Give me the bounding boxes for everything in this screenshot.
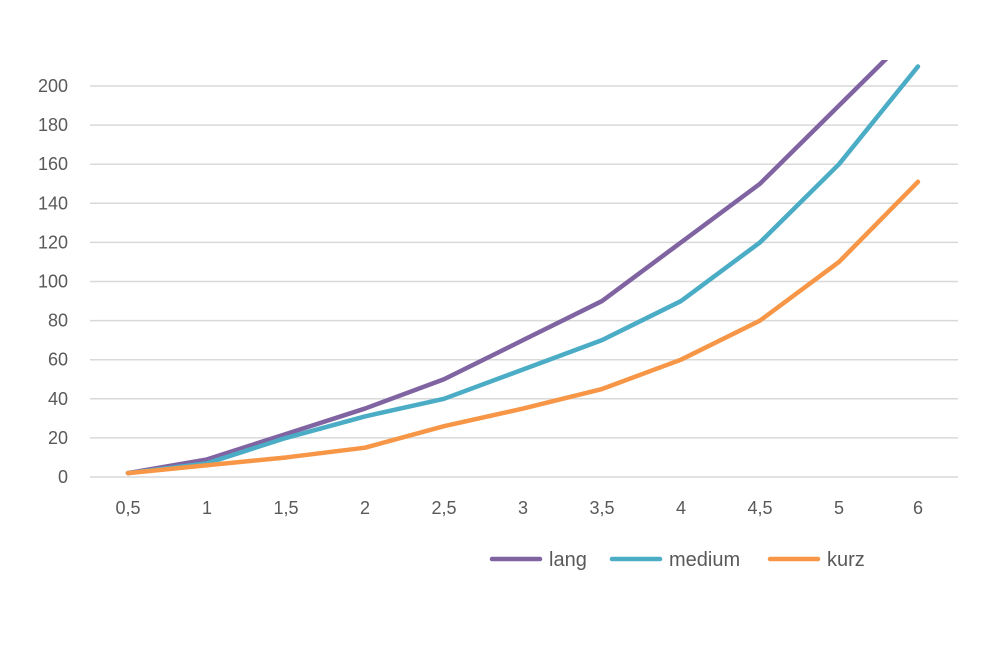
y-tick-label: 200 xyxy=(38,76,68,96)
legend-label-lang: lang xyxy=(549,549,587,571)
x-tick-label: 0,5 xyxy=(115,498,140,518)
legend-item-lang: lang xyxy=(489,549,587,571)
legend: lang medium kurz xyxy=(489,549,865,571)
legend-item-kurz: kurz xyxy=(767,549,865,571)
series-lines xyxy=(125,60,921,476)
legend-item-medium: medium xyxy=(609,549,740,571)
gridlines xyxy=(90,85,958,478)
x-axis: 0,5 1 1,5 2 2,5 3 3,5 4 4,5 5 6 xyxy=(115,498,923,518)
x-tick-label: 4 xyxy=(676,498,686,518)
series-line-medium xyxy=(125,64,921,476)
y-tick-label: 140 xyxy=(38,193,68,213)
x-tick-label: 1 xyxy=(202,498,212,518)
y-tick-label: 60 xyxy=(48,350,68,370)
x-tick-label: 3 xyxy=(518,498,528,518)
x-tick-label: 2,5 xyxy=(431,498,456,518)
y-tick-label: 0 xyxy=(58,467,68,487)
legend-label-kurz: kurz xyxy=(827,549,865,571)
y-tick-label: 160 xyxy=(38,154,68,174)
legend-label-medium: medium xyxy=(669,549,740,571)
x-tick-label: 3,5 xyxy=(589,498,614,518)
x-tick-label: 4,5 xyxy=(747,498,772,518)
x-tick-label: 2 xyxy=(360,498,370,518)
y-tick-label: 20 xyxy=(48,428,68,448)
series-line-kurz xyxy=(125,179,921,476)
series-line-lang xyxy=(125,60,889,476)
y-tick-label: 120 xyxy=(38,232,68,252)
x-tick-label: 6 xyxy=(913,498,923,518)
x-tick-label: 5 xyxy=(834,498,844,518)
y-tick-label: 40 xyxy=(48,389,68,409)
x-tick-label: 1,5 xyxy=(273,498,298,518)
y-axis: 0 20 40 60 80 100 120 140 160 180 200 xyxy=(38,76,68,487)
y-tick-label: 100 xyxy=(38,272,68,292)
y-tick-label: 180 xyxy=(38,115,68,135)
y-tick-label: 80 xyxy=(48,311,68,331)
